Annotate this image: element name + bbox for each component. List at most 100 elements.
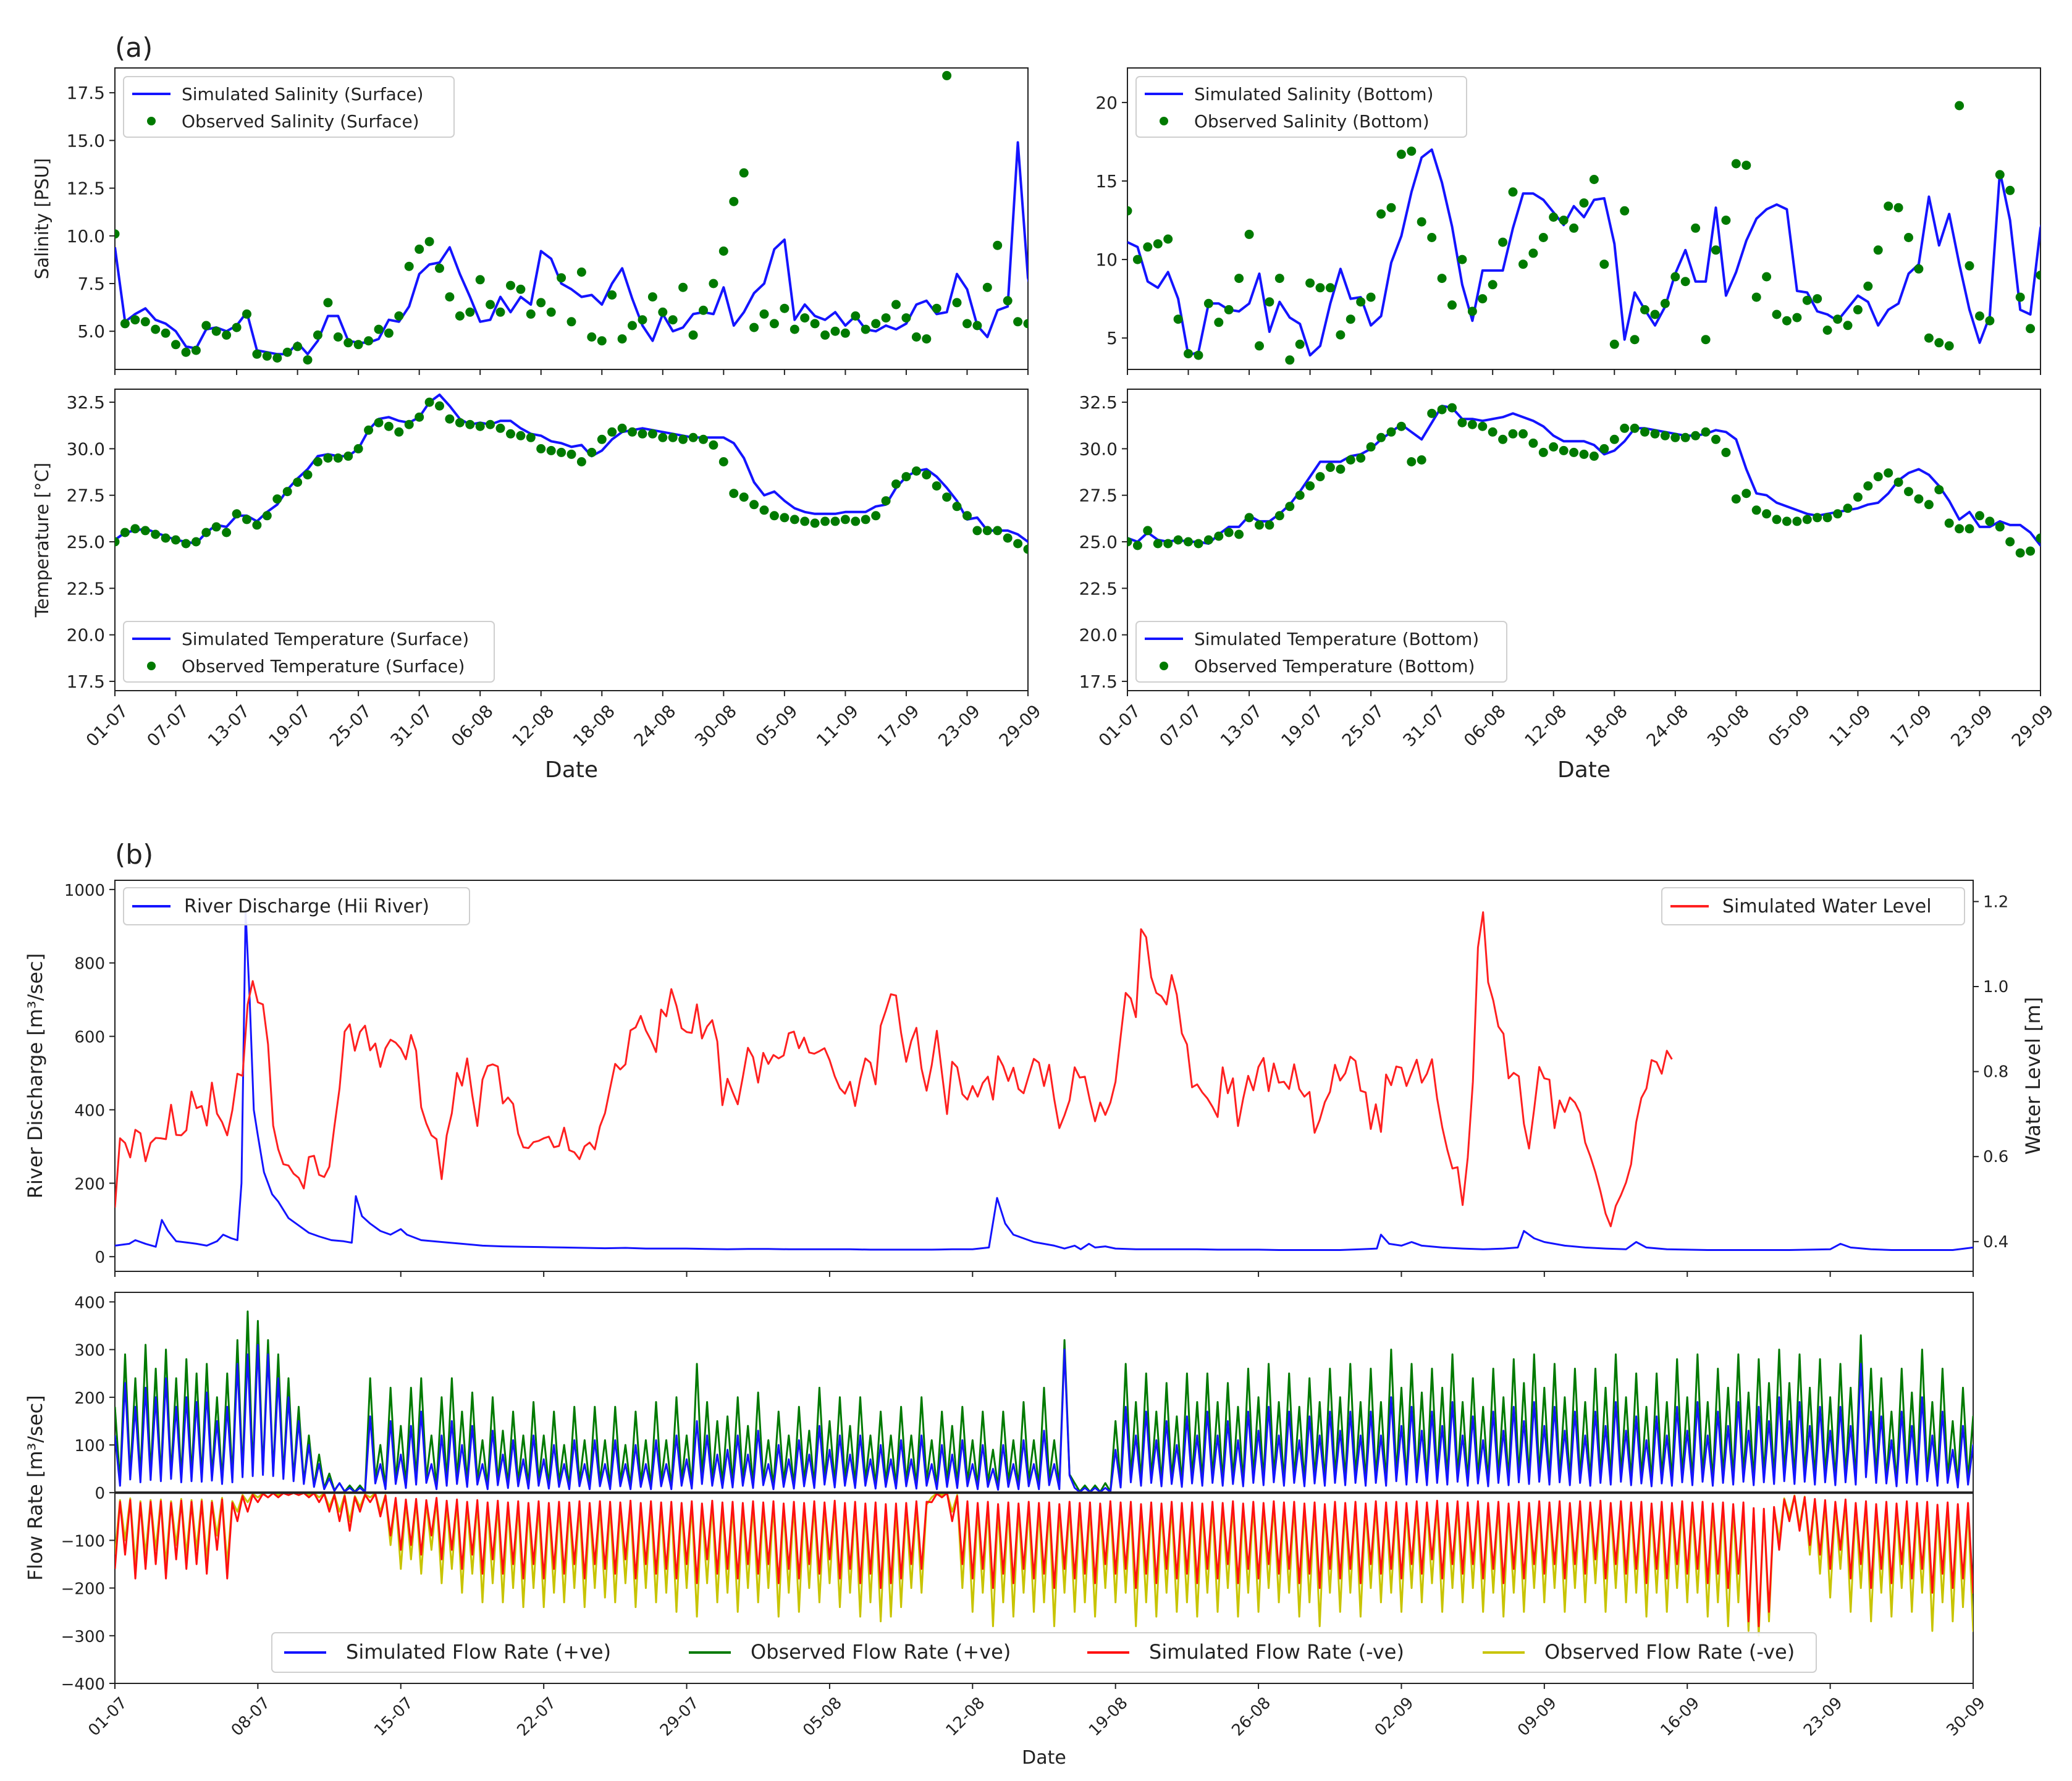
observed-point xyxy=(871,319,881,329)
observed-point xyxy=(597,336,607,346)
observed-point xyxy=(272,494,282,504)
observed-point xyxy=(1488,427,1497,437)
observed-point xyxy=(962,511,972,521)
observed-point xyxy=(475,421,485,431)
observed-point xyxy=(576,457,586,466)
observed-point xyxy=(1153,539,1163,549)
y-tick-label: 30.0 xyxy=(67,439,105,459)
observed-point xyxy=(1589,175,1599,184)
observed-point xyxy=(1640,305,1649,314)
observed-point xyxy=(881,313,891,323)
x-axis-label: Date xyxy=(1557,757,1611,783)
observed-point xyxy=(607,290,617,300)
observed-point xyxy=(1995,170,2005,180)
observed-point xyxy=(1782,316,1792,326)
observed-point xyxy=(1498,434,1508,444)
observed-point xyxy=(1599,259,1609,269)
observed-point xyxy=(495,307,505,317)
observed-point xyxy=(1538,447,1548,457)
observed-point xyxy=(1508,187,1518,197)
observed-point xyxy=(699,434,708,444)
observed-point xyxy=(942,492,952,502)
observed-point xyxy=(1975,311,1984,321)
observed-point xyxy=(1884,201,1893,211)
observed-point xyxy=(840,328,850,338)
observed-point xyxy=(1731,159,1741,169)
observed-point xyxy=(658,307,668,317)
observed-point xyxy=(1914,494,1924,504)
observed-point xyxy=(790,515,799,524)
observed-point xyxy=(1366,442,1376,452)
legend-label: Observed Salinity (Bottom) xyxy=(1194,111,1430,132)
observed-point xyxy=(1315,472,1325,482)
observed-point xyxy=(1893,478,1903,487)
observed-point xyxy=(1214,531,1224,541)
observed-point xyxy=(222,330,232,340)
observed-point xyxy=(952,502,962,512)
water-level-line xyxy=(115,911,1673,1227)
observed-point xyxy=(546,307,556,317)
observed-point xyxy=(1538,233,1548,242)
observed-point xyxy=(1467,419,1477,429)
observed-point xyxy=(1609,339,1619,349)
observed-point xyxy=(729,196,739,206)
observed-point xyxy=(1609,434,1619,444)
observed-point xyxy=(1457,418,1467,427)
y-tick-label: 1000 xyxy=(64,882,105,900)
observed-point xyxy=(1498,237,1508,247)
observed-point xyxy=(526,432,536,442)
observed-point xyxy=(769,511,779,521)
observed-point xyxy=(1660,431,1670,440)
observed-point xyxy=(780,303,790,313)
y-tick-label: 27.5 xyxy=(1079,486,1118,506)
observed-point xyxy=(1265,520,1274,530)
observed-point xyxy=(1701,427,1711,437)
observed-point xyxy=(1904,233,1913,242)
observed-point xyxy=(465,307,475,317)
observed-point xyxy=(1478,421,1488,431)
observed-point xyxy=(495,423,505,433)
observed-point xyxy=(688,432,698,442)
y-tick-label: 0 xyxy=(95,1484,105,1503)
observed-point xyxy=(1863,281,1873,291)
observed-point xyxy=(1884,468,1893,478)
observed-point xyxy=(1863,481,1873,491)
observed-point xyxy=(1944,341,1954,351)
observed-point xyxy=(617,423,627,433)
legend-box xyxy=(123,887,470,925)
observed-point xyxy=(303,470,313,480)
observed-point xyxy=(749,322,759,332)
observed-point xyxy=(911,332,921,342)
observed-point xyxy=(982,282,992,292)
y-tick-label: 22.5 xyxy=(67,578,105,599)
y2-tick-label: 1.0 xyxy=(1983,978,2008,996)
observed-point xyxy=(942,70,952,80)
observed-point xyxy=(628,427,637,437)
legend-dot-swatch xyxy=(147,662,156,670)
y-tick-label: 100 xyxy=(74,1437,105,1455)
y-tick-label: −200 xyxy=(61,1580,105,1599)
observed-point xyxy=(1792,313,1802,322)
observed-point xyxy=(1427,233,1437,242)
observed-point xyxy=(2036,271,2040,280)
y-tick-label: 800 xyxy=(74,955,105,974)
observed-point xyxy=(191,345,201,355)
observed-point xyxy=(759,505,769,515)
y-tick-label: 400 xyxy=(74,1101,105,1120)
y-axis-label: Temperature [°C] xyxy=(32,463,53,618)
observed-point xyxy=(891,479,901,489)
y2-axis-label: Water Level [m] xyxy=(2021,997,2045,1155)
observed-point xyxy=(718,457,728,466)
observed-point xyxy=(1346,455,1355,465)
observed-point xyxy=(1934,485,1944,495)
observed-point xyxy=(1549,442,1559,452)
y-tick-label: 25.0 xyxy=(1079,532,1118,552)
observed-point xyxy=(2005,537,2015,547)
observed-point xyxy=(901,313,911,323)
observed-point xyxy=(242,515,251,524)
legend-dot-swatch xyxy=(147,117,156,125)
observed-point xyxy=(1955,101,1965,111)
observed-point xyxy=(1813,513,1822,523)
chart-sal-surface: 5.0 7.5 10.0 12.5 15.0 17.5 Salinity [PSU] Simu… xyxy=(32,67,1029,375)
